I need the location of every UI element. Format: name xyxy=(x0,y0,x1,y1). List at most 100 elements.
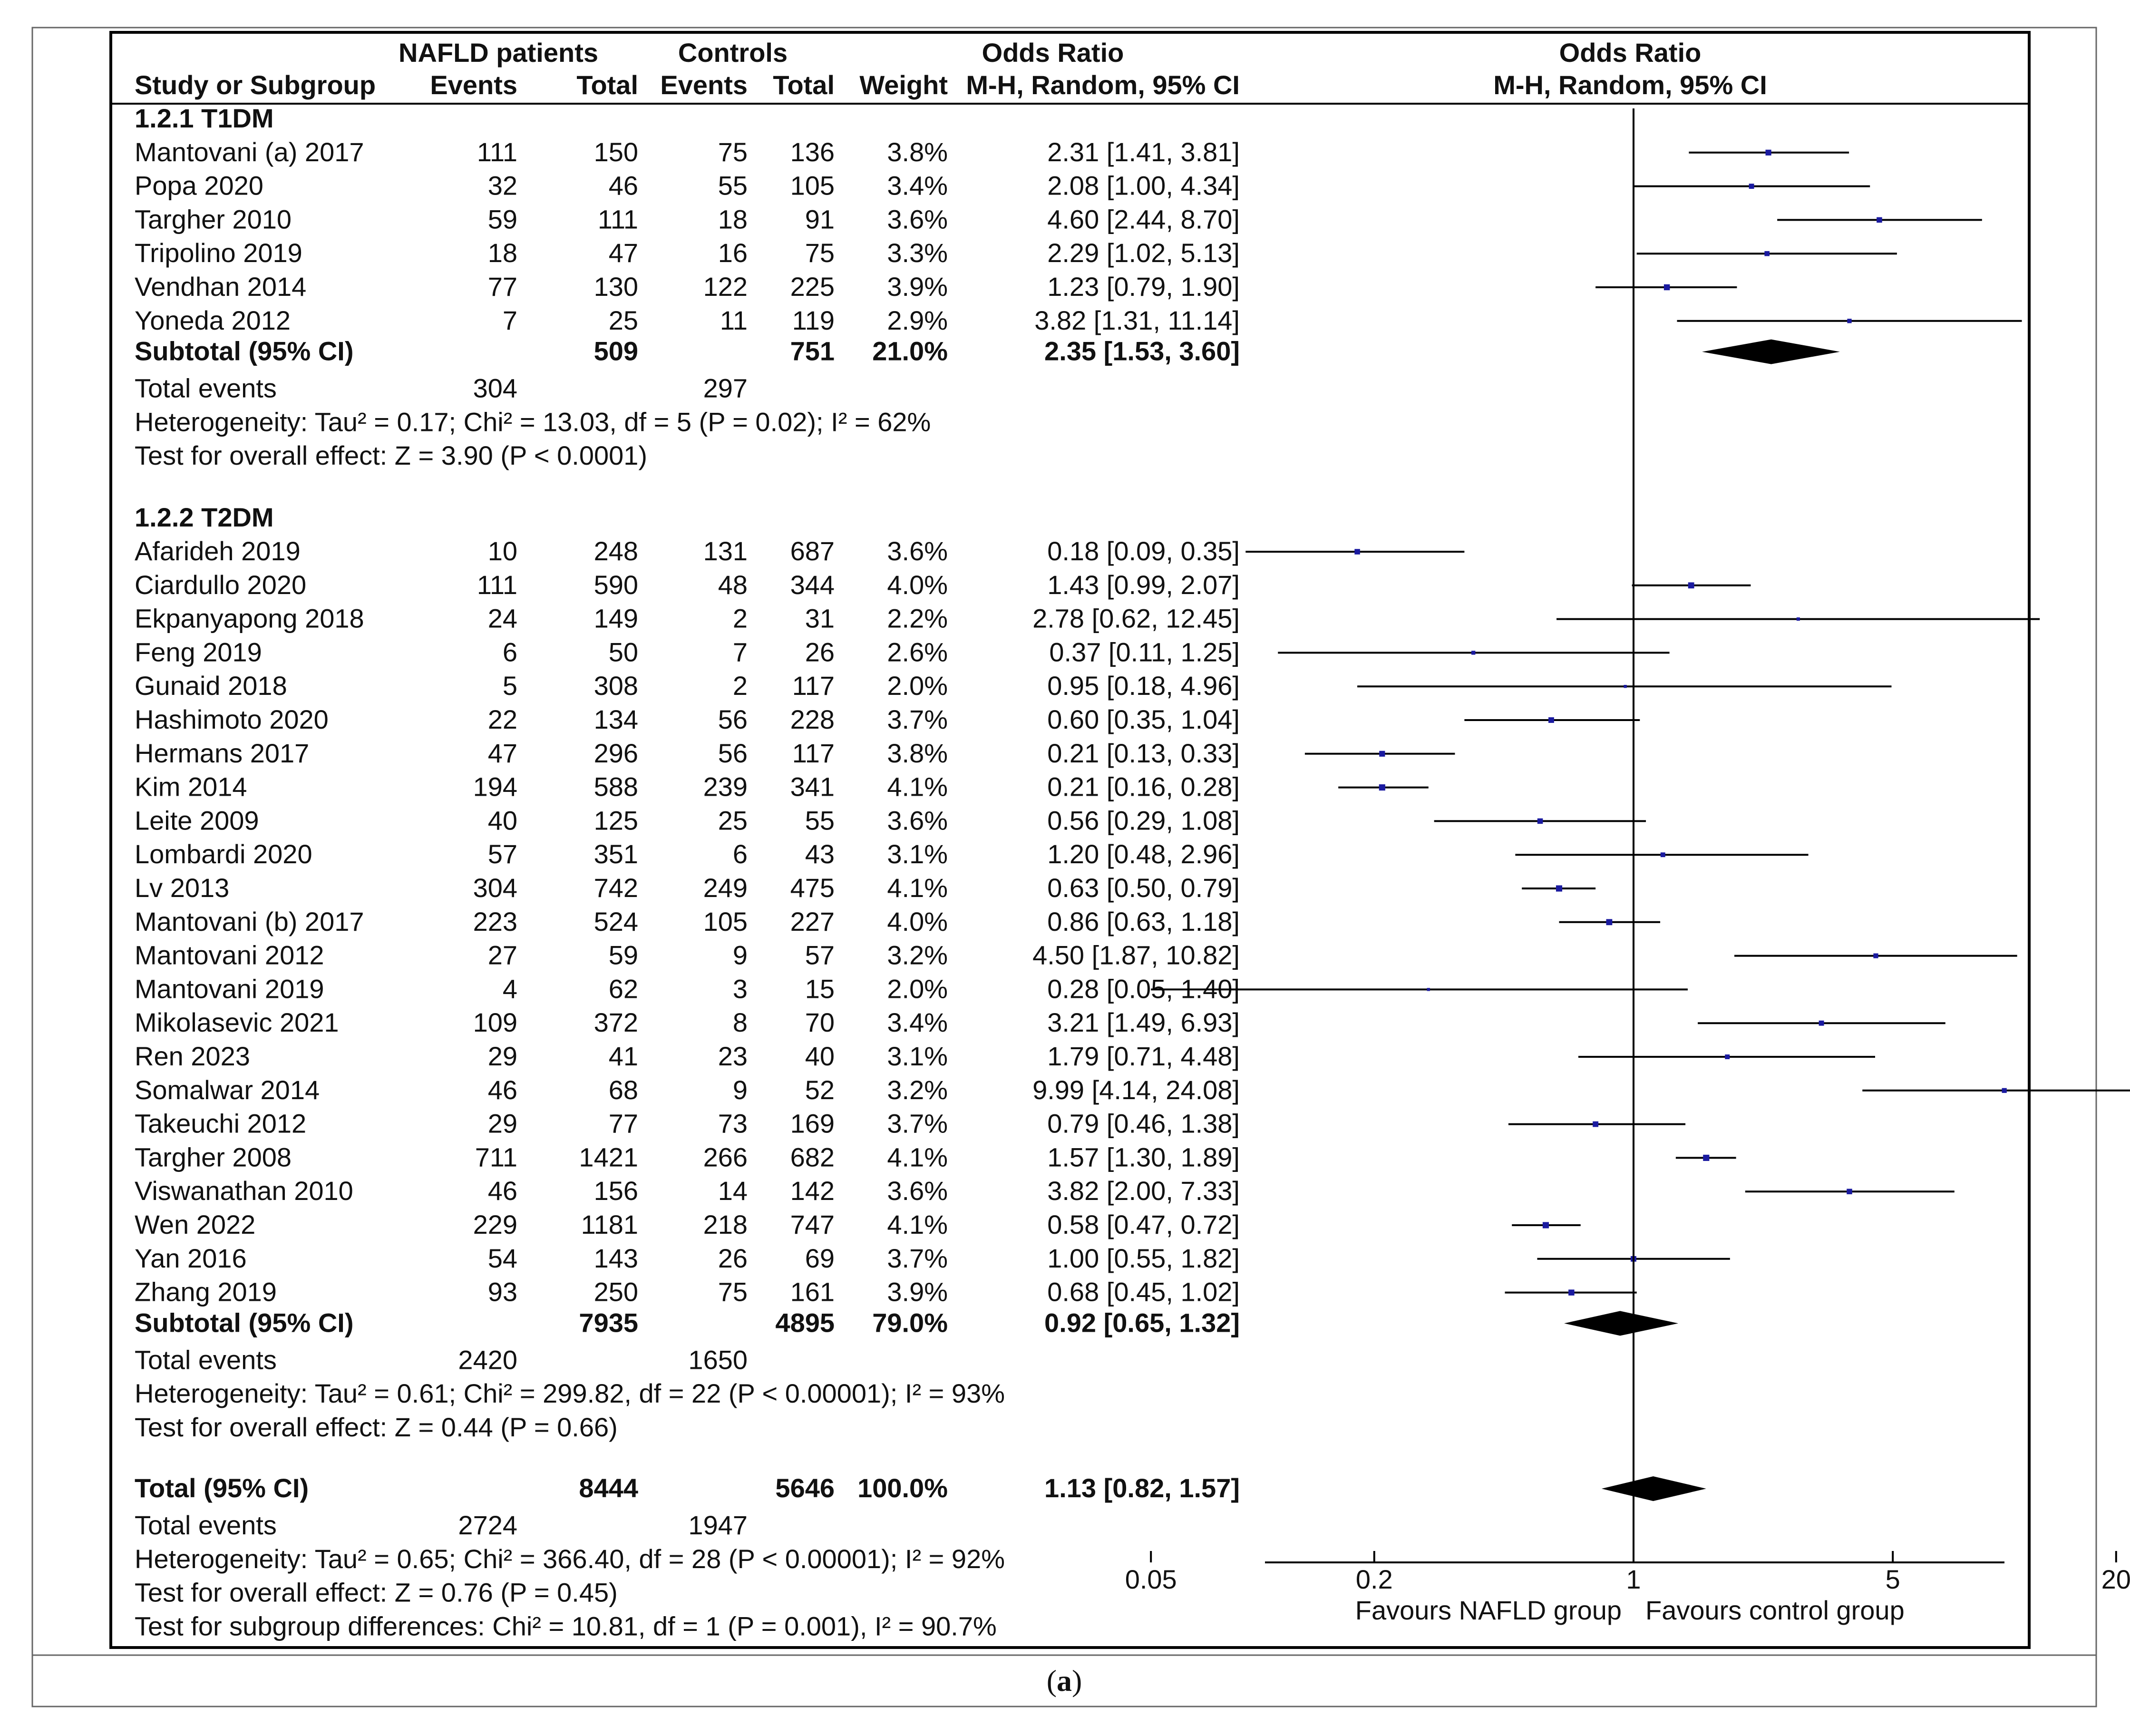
total-ctrl: 747 xyxy=(790,1209,835,1239)
weight: 4.1% xyxy=(887,873,948,903)
odds-ratio-ci: 0.58 [0.47, 0.72] xyxy=(1047,1209,1240,1239)
weight: 3.9% xyxy=(887,1277,948,1307)
overall-total-ctrl: 5646 xyxy=(775,1473,835,1503)
study-name: Takeuchi 2012 xyxy=(135,1109,306,1139)
events-exp: 29 xyxy=(488,1109,517,1139)
events-ctrl: 2 xyxy=(733,671,748,701)
point-estimate xyxy=(1765,149,1771,156)
odds-ratio-ci: 3.21 [1.49, 6.93] xyxy=(1047,1007,1240,1037)
subtotal-diamond xyxy=(1702,339,1840,364)
events-ctrl: 16 xyxy=(718,238,748,268)
header-experimental-group: NAFLD patients xyxy=(399,38,598,68)
events-ctrl: 18 xyxy=(718,204,748,234)
total-ctrl: 344 xyxy=(790,570,835,600)
point-estimate xyxy=(1877,217,1882,223)
odds-ratio-ci: 1.57 [1.30, 1.89] xyxy=(1047,1142,1240,1172)
subgroup-title: 1.2.2 T2DM xyxy=(135,502,274,532)
point-estimate xyxy=(1427,988,1430,991)
x-tick-label: 1 xyxy=(1626,1564,1641,1594)
events-exp: 4 xyxy=(503,974,517,1004)
total-exp: 372 xyxy=(594,1007,638,1037)
odds-ratio-ci: 2.78 [0.62, 12.45] xyxy=(1032,604,1240,634)
total-exp: 62 xyxy=(609,974,638,1004)
study-name: Ren 2023 xyxy=(135,1041,250,1071)
odds-ratio-ci: 1.43 [0.99, 2.07] xyxy=(1047,570,1240,600)
overall-total-events-exp: 2724 xyxy=(458,1510,517,1540)
total-exp: 742 xyxy=(594,873,638,903)
odds-ratio-ci: 3.82 [1.31, 11.14] xyxy=(1034,305,1240,335)
odds-ratio-ci: 0.18 [0.09, 0.35] xyxy=(1047,536,1240,566)
outer-frame xyxy=(31,27,2097,1707)
study-name: Targher 2008 xyxy=(135,1142,292,1172)
events-ctrl: 8 xyxy=(733,1007,748,1037)
weight: 2.6% xyxy=(887,637,948,667)
study-name: Ekpanyapong 2018 xyxy=(135,604,364,634)
events-ctrl: 26 xyxy=(718,1243,748,1273)
events-exp: 77 xyxy=(488,272,517,302)
subtotal-total-exp: 509 xyxy=(594,336,638,366)
odds-ratio-ci: 0.79 [0.46, 1.38] xyxy=(1047,1109,1240,1139)
total-ctrl: 117 xyxy=(792,671,835,701)
weight: 3.7% xyxy=(887,1243,948,1273)
total-exp: 77 xyxy=(609,1109,638,1139)
study-name: Feng 2019 xyxy=(135,637,262,667)
events-exp: 54 xyxy=(488,1243,517,1273)
overall-effect-test: Test for overall effect: Z = 0.44 (P = 0… xyxy=(135,1412,618,1442)
total-ctrl: 69 xyxy=(805,1243,835,1273)
events-exp: 111 xyxy=(477,137,517,167)
total-ctrl: 55 xyxy=(805,805,835,835)
study-name: Hermans 2017 xyxy=(135,738,309,768)
events-ctrl: 266 xyxy=(703,1142,748,1172)
overall-diamond xyxy=(1601,1476,1706,1501)
events-ctrl: 9 xyxy=(733,940,748,970)
weight: 3.6% xyxy=(887,805,948,835)
events-ctrl: 122 xyxy=(703,272,748,302)
study-name: Targher 2010 xyxy=(135,204,292,234)
point-estimate xyxy=(1764,251,1770,256)
odds-ratio-ci: 0.95 [0.18, 4.96] xyxy=(1047,671,1240,701)
total-exp: 149 xyxy=(594,604,638,634)
events-ctrl: 73 xyxy=(718,1109,748,1139)
point-estimate xyxy=(1663,284,1670,291)
subtotal-weight: 21.0% xyxy=(872,336,948,366)
subtotal-label: Subtotal (95% CI) xyxy=(135,1307,353,1337)
header-odds-ratio-plot: Odds Ratio xyxy=(1559,38,1702,68)
overall-effect-test: Test for overall effect: Z = 3.90 (P < 0… xyxy=(135,440,647,470)
point-estimate xyxy=(1796,617,1800,621)
weight: 3.7% xyxy=(887,1109,948,1139)
total-ctrl: 40 xyxy=(805,1041,835,1071)
events-exp: 711 xyxy=(475,1142,517,1172)
study-name: Ciardullo 2020 xyxy=(135,570,306,600)
study-name: Vendhan 2014 xyxy=(135,272,306,302)
point-estimate xyxy=(1749,184,1754,189)
study-name: Tripolino 2019 xyxy=(135,238,302,268)
weight: 4.1% xyxy=(887,772,948,802)
events-exp: 40 xyxy=(488,805,517,835)
total-exp: 1421 xyxy=(579,1142,638,1172)
events-exp: 10 xyxy=(488,536,517,566)
overall-total-events-ctrl: 1947 xyxy=(688,1510,748,1540)
x-tick-label: 5 xyxy=(1886,1564,1900,1594)
subgroup-differences-test: Test for subgroup differences: Chi² = 10… xyxy=(135,1611,997,1641)
total-ctrl: 142 xyxy=(790,1176,835,1206)
subtotal-total-exp: 7935 xyxy=(579,1307,638,1337)
total-ctrl: 117 xyxy=(792,738,835,768)
events-exp: 27 xyxy=(488,940,517,970)
study-name: Gunaid 2018 xyxy=(135,671,287,701)
study-name: Leite 2009 xyxy=(135,805,259,835)
total-events-label: Total events xyxy=(135,1345,277,1375)
odds-ratio-ci: 0.63 [0.50, 0.79] xyxy=(1047,873,1240,903)
study-name: Viswanathan 2010 xyxy=(135,1176,353,1206)
odds-ratio-ci: 0.21 [0.13, 0.33] xyxy=(1047,738,1240,768)
study-name: Mantovani (a) 2017 xyxy=(135,137,364,167)
events-ctrl: 2 xyxy=(733,604,748,634)
events-exp: 59 xyxy=(488,204,517,234)
events-exp: 111 xyxy=(477,570,517,600)
total-exp: 524 xyxy=(594,907,638,936)
point-estimate xyxy=(1548,717,1554,723)
point-estimate xyxy=(1660,852,1665,858)
odds-ratio-ci: 4.50 [1.87, 10.82] xyxy=(1032,940,1240,970)
total-ctrl: 161 xyxy=(790,1277,835,1307)
weight: 3.9% xyxy=(887,272,948,302)
